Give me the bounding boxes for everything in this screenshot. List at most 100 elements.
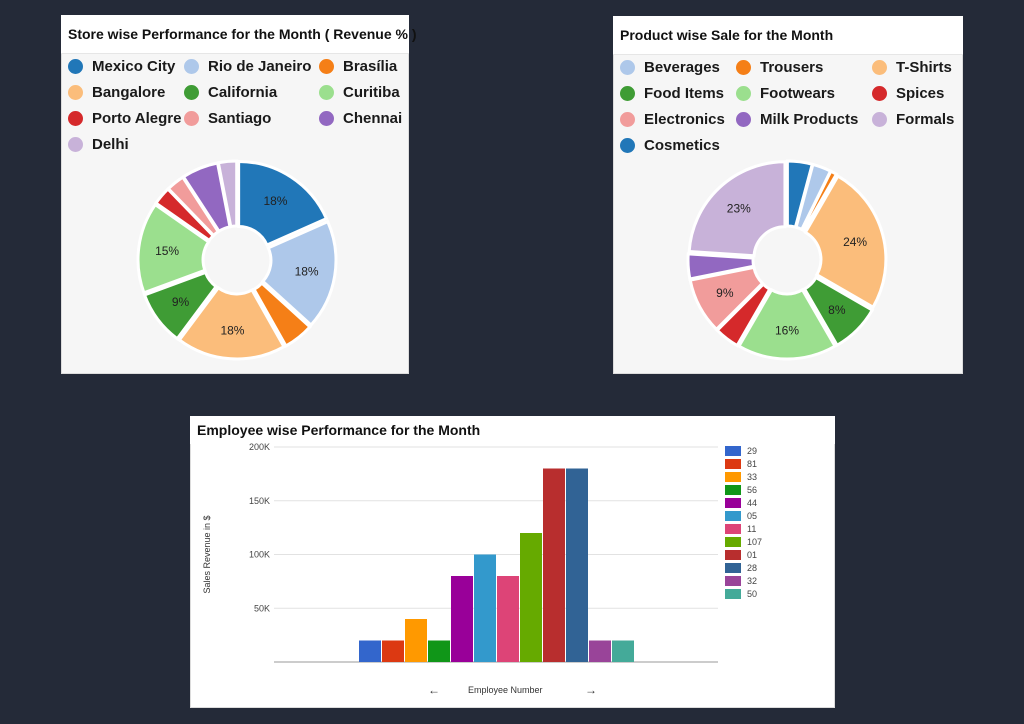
slice-bras-lia[interactable] (252, 281, 313, 349)
legend-label: 29 (747, 446, 758, 456)
slice-spices[interactable] (715, 282, 772, 348)
legend-label: T-Shirts (896, 59, 952, 76)
legend-swatch (725, 472, 741, 482)
legend-label: 32 (747, 576, 758, 586)
legend-swatch (68, 85, 83, 100)
slice-santiago[interactable] (166, 175, 221, 238)
slice-delhi[interactable] (216, 159, 239, 229)
legend-label: Curitiba (343, 84, 400, 101)
legend-swatch (725, 576, 741, 586)
slice-t-shirts[interactable] (803, 174, 888, 310)
legend-label: 56 (747, 485, 758, 495)
slice-curitiba[interactable] (136, 202, 211, 295)
store-chart-title: Store wise Performance for the Month ( R… (61, 15, 417, 54)
legend-swatch (68, 111, 83, 126)
legend-label: 05 (747, 511, 758, 521)
slice-formals[interactable] (687, 160, 787, 258)
legend-swatch (725, 498, 741, 508)
slice-california[interactable] (142, 270, 219, 341)
slice-mexico-city[interactable] (237, 159, 329, 247)
bar-employee-11[interactable] (497, 576, 519, 662)
bar-employee-81[interactable] (382, 640, 404, 663)
bar-employee-50[interactable] (612, 640, 634, 663)
legend-swatch (725, 524, 741, 534)
legend-label: Cosmetics (644, 137, 720, 154)
y-tick-label: 150K (249, 496, 270, 506)
slice-electronics[interactable] (688, 265, 765, 332)
legend-label: Delhi (92, 136, 129, 153)
slice-porto-alegre[interactable] (153, 186, 216, 243)
slice-label-formals: 23% (727, 202, 751, 216)
bar-employee-107[interactable] (520, 533, 542, 662)
bar-employee-44[interactable] (451, 576, 473, 662)
product-chart-title: Product wise Sale for the Month (613, 16, 963, 55)
legend-swatch (620, 60, 635, 75)
slice-rio-de-janeiro[interactable] (260, 219, 338, 328)
store-performance-panel: Store wise Performance for the Month ( R… (61, 15, 417, 374)
legend-swatch (725, 550, 741, 560)
legend-label: Rio de Janeiro (208, 58, 312, 75)
legend-label: 01 (747, 550, 758, 560)
legend-label: California (208, 84, 278, 101)
legend-label: 50 (747, 589, 758, 599)
legend-swatch (68, 137, 83, 152)
nav-prev-arrow[interactable]: ← (428, 683, 440, 697)
legend-label: Electronics (644, 111, 725, 128)
legend-swatch (620, 86, 635, 101)
legend-label: Porto Alegre (92, 110, 182, 127)
slice-chennai[interactable] (181, 161, 232, 234)
bar-employee-29[interactable] (359, 640, 381, 663)
slice-label-mexico-city: 18% (263, 194, 287, 208)
slice-label-california: 9% (172, 295, 190, 309)
legend-swatch (725, 511, 741, 521)
legend-swatch (319, 59, 334, 74)
bar-employee-32[interactable] (589, 640, 611, 663)
legend-swatch (872, 112, 887, 127)
slice-label-rio-de-janeiro: 18% (295, 264, 319, 278)
bar-employee-56[interactable] (428, 640, 450, 663)
legend-label: Brasília (343, 58, 398, 75)
legend-swatch (319, 111, 334, 126)
slice-milk-products[interactable] (686, 252, 756, 281)
legend-label: Chennai (343, 110, 403, 127)
slice-label-electronics: 9% (716, 286, 734, 300)
slice-cosmetics[interactable] (785, 159, 815, 229)
legend-swatch (725, 563, 741, 573)
bar-employee-05[interactable] (474, 554, 496, 663)
legend-swatch (725, 485, 741, 495)
legend-swatch (725, 459, 741, 469)
legend-swatch (68, 59, 83, 74)
legend-label: Mexico City (92, 58, 176, 75)
slice-label-footwears: 16% (775, 324, 799, 338)
legend-label: 28 (747, 563, 758, 573)
nav-next-arrow[interactable]: → (585, 683, 597, 697)
legend-label: 44 (747, 498, 758, 508)
legend-swatch (184, 59, 199, 74)
legend-swatch (736, 60, 751, 75)
bar-employee-28[interactable] (566, 468, 588, 663)
legend-label: 33 (747, 472, 758, 482)
legend-swatch (872, 60, 887, 75)
legend-label: Santiago (208, 110, 272, 127)
legend-swatch (736, 112, 751, 127)
y-tick-label: 100K (249, 550, 270, 560)
legend-swatch (725, 589, 741, 599)
x-axis-label: Employee Number (468, 685, 543, 695)
product-sale-panel: Product wise Sale for the Month Beverage… (613, 16, 963, 374)
employee-performance-panel: Employee wise Performance for the Month … (190, 416, 835, 708)
y-tick-label: 200K (249, 442, 270, 452)
legend-swatch (725, 537, 741, 547)
bar-employee-01[interactable] (543, 468, 565, 663)
legend-swatch (620, 138, 635, 153)
slice-label-curitiba: 15% (155, 244, 179, 258)
slice-trousers[interactable] (800, 169, 839, 233)
legend-label: Footwears (760, 85, 836, 102)
slice-label-bangalore: 18% (220, 323, 244, 337)
slice-food-items[interactable] (802, 275, 875, 348)
slice-footwears[interactable] (736, 287, 838, 361)
slice-beverages[interactable] (794, 162, 833, 232)
bar-employee-33[interactable] (405, 619, 427, 662)
legend-swatch (736, 86, 751, 101)
legend-swatch (620, 112, 635, 127)
slice-bangalore[interactable] (177, 285, 286, 361)
